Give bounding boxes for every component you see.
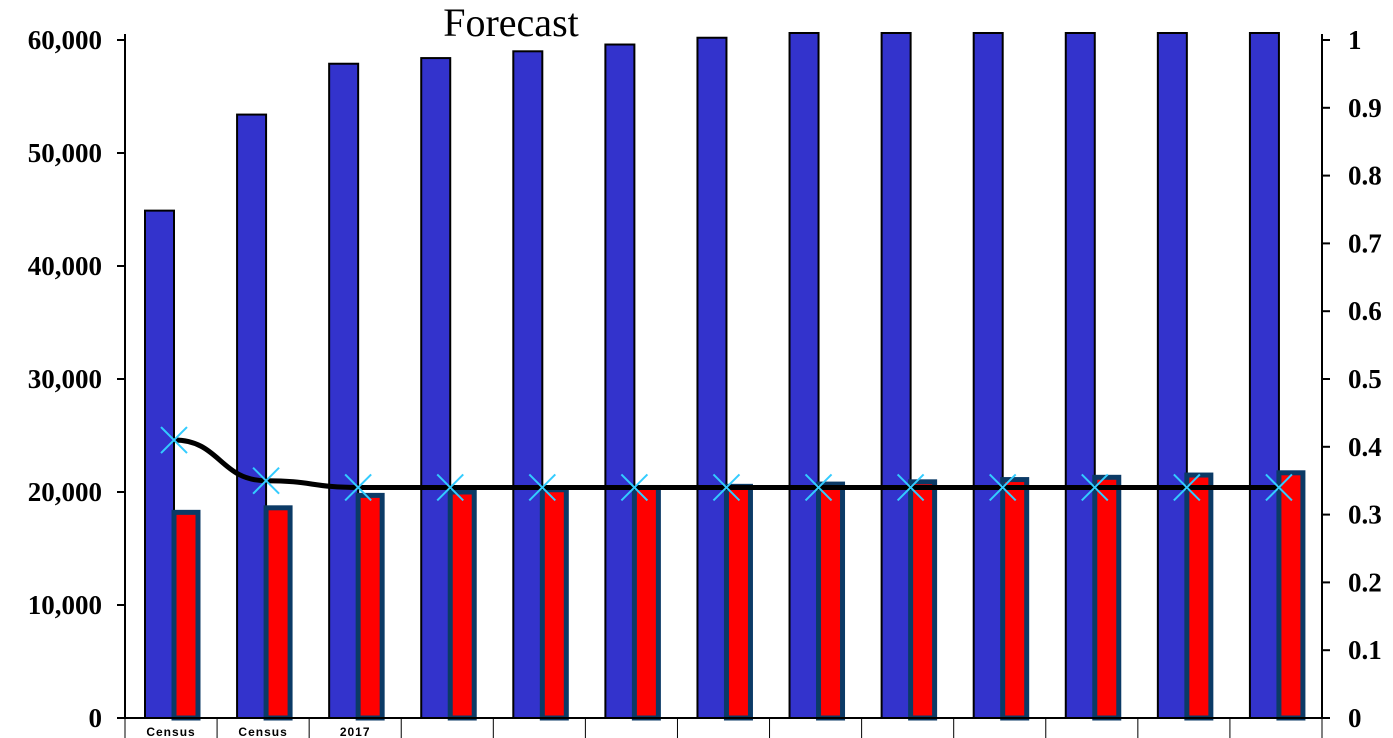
x-marker-3 <box>344 473 372 502</box>
red-bar-5 <box>539 487 569 721</box>
right-tick-label: 0.8 <box>1348 161 1382 191</box>
left-tick-label: 50,000 <box>28 138 102 168</box>
blue-bar-13 <box>1248 32 1280 719</box>
red-bar-8 <box>816 481 846 721</box>
marker-stroke <box>712 473 741 502</box>
right-tick-label: 0.4 <box>1348 432 1382 462</box>
red-bar-6 <box>631 484 661 721</box>
blue-bar-12 <box>1156 32 1188 719</box>
red-bar-7 <box>723 483 753 721</box>
x-axis-tick-labels: Census Census 2017 <box>146 725 371 738</box>
blue-bar-6 <box>604 43 636 719</box>
chart-title: Forecast <box>443 0 579 45</box>
blue-bar-4 <box>420 57 452 719</box>
left-tick-label: 20,000 <box>28 477 102 507</box>
x-tick-label: 2017 <box>340 725 371 738</box>
left-tick-label: 60,000 <box>28 25 102 55</box>
blue-bar-1 <box>144 209 175 719</box>
line-series <box>160 426 1293 502</box>
right-axis-tick-labels: 0 0.1 0.2 0.3 0.4 0.5 0.6 0.7 0.8 0.9 1 <box>1348 25 1382 733</box>
x-marker-9 <box>896 473 925 502</box>
marker-stroke <box>1173 473 1201 502</box>
marker-stroke <box>344 473 372 502</box>
x-marker-6 <box>620 473 649 502</box>
red-bar-series <box>171 470 1306 721</box>
left-tick-label: 40,000 <box>28 251 102 281</box>
right-tick-label: 0.5 <box>1348 364 1382 394</box>
right-tick-label: 0.1 <box>1348 635 1382 665</box>
x-marker-5 <box>528 473 557 502</box>
x-marker-12 <box>1173 473 1201 502</box>
red-bar-13 <box>1276 470 1306 721</box>
left-tick-label: 30,000 <box>28 364 102 394</box>
right-tick-label: 0.3 <box>1348 500 1382 530</box>
red-bar-4 <box>447 489 477 721</box>
marker-stroke <box>988 473 1017 502</box>
marker-stroke <box>528 473 557 502</box>
left-tick-label: 0 <box>89 703 103 733</box>
blue-bar-8 <box>788 32 820 719</box>
red-bar-12 <box>1184 472 1214 721</box>
marker-stroke <box>160 426 188 454</box>
marker-stroke <box>252 466 280 495</box>
marker-stroke <box>896 473 925 502</box>
marker-stroke <box>1265 473 1293 502</box>
x-marker-8 <box>804 473 833 502</box>
marker-stroke <box>436 473 464 502</box>
blue-bar-3 <box>328 62 360 720</box>
marker-stroke <box>620 473 649 502</box>
right-tick-label: 0 <box>1348 703 1362 733</box>
x-marker-7 <box>712 473 741 502</box>
red-bar-1 <box>171 509 201 721</box>
red-bar-2 <box>263 505 293 721</box>
x-tick-label: Census <box>238 725 287 738</box>
left-axis-tick-labels: 0 10,000 20,000 30,000 40,000 50,000 60,000 <box>28 25 102 733</box>
blue-bar-9 <box>880 32 912 719</box>
right-tick-label: 0.7 <box>1348 228 1382 258</box>
blue-bar-2 <box>236 113 268 719</box>
marker-stroke <box>804 473 833 502</box>
blue-bar-series <box>144 32 1280 720</box>
axes <box>117 34 1330 738</box>
left-tick-label: 10,000 <box>28 590 102 620</box>
blue-bar-11 <box>1064 32 1096 719</box>
x-marker-2 <box>252 466 280 495</box>
red-bar-10 <box>1000 477 1030 721</box>
red-bar-11 <box>1092 474 1122 721</box>
x-marker-1 <box>160 426 188 454</box>
marker-stroke <box>1081 473 1109 502</box>
right-tick-label: 0.6 <box>1348 296 1382 326</box>
x-marker-10 <box>988 473 1017 502</box>
red-bar-3 <box>355 492 385 721</box>
x-marker-13 <box>1265 473 1293 502</box>
right-tick-label: 0.2 <box>1348 567 1382 597</box>
x-tick-label: Census <box>146 725 195 738</box>
right-tick-label: 1 <box>1348 25 1362 55</box>
blue-bar-10 <box>972 32 1004 719</box>
x-marker-11 <box>1081 473 1109 502</box>
red-bar-9 <box>908 479 938 721</box>
blue-bar-5 <box>512 50 544 720</box>
blue-bar-7 <box>696 36 728 720</box>
x-marker-4 <box>436 473 464 502</box>
right-tick-label: 0.9 <box>1348 93 1382 123</box>
